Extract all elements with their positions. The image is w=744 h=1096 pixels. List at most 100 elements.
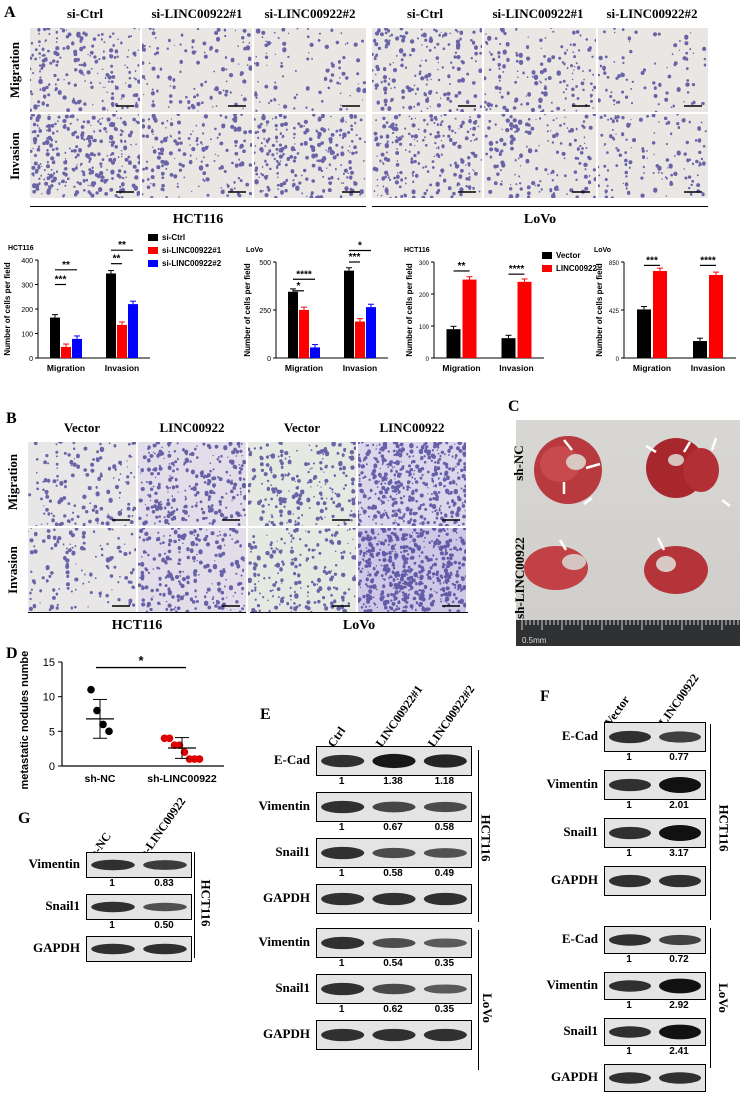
bar <box>693 341 707 358</box>
bar <box>355 321 365 358</box>
blot-strip <box>604 926 706 954</box>
micrograph-tile <box>142 114 252 198</box>
band <box>321 1028 365 1042</box>
band-intensity: 1 <box>338 776 345 787</box>
micrograph-tile <box>372 28 482 112</box>
blot-label: E-Cad <box>561 728 598 743</box>
scatter-metastatic-nodules: 0 5 10 15 metastatic nodules number sh-NC sh-L… <box>19 650 224 790</box>
band <box>321 982 365 996</box>
legend-label: si-LINC00922#1 <box>162 246 222 255</box>
band-intensity: 1 <box>338 822 345 833</box>
b-col-header: Vector <box>63 420 101 435</box>
band-intensity: 1.18 <box>434 776 455 787</box>
bar <box>653 271 667 358</box>
significance-label: ** <box>118 240 126 251</box>
cells-icon <box>142 28 252 112</box>
significance-label: *** <box>55 275 67 286</box>
micrograph-tile <box>30 114 140 198</box>
chart-title: HCT116 <box>8 245 34 252</box>
bar <box>310 347 320 358</box>
legend-label: LINC00922 <box>556 264 597 273</box>
band <box>321 892 365 906</box>
y-axis-label: Number of cells per field <box>405 263 414 356</box>
cells-icon <box>254 114 366 198</box>
y-tick-label: 300 <box>21 283 33 290</box>
band <box>91 859 135 871</box>
band-intensity: 0.77 <box>669 752 689 763</box>
blot-strip <box>316 884 472 914</box>
blot-label: Snail1 <box>275 844 310 859</box>
y-tick-label: 425 <box>609 309 620 315</box>
cells-icon <box>248 442 356 526</box>
y-tick-label: 400 <box>21 258 33 265</box>
blot-strip <box>604 818 706 848</box>
micrograph-tile <box>254 114 366 198</box>
band <box>609 874 651 888</box>
bar <box>517 281 532 358</box>
bar <box>637 309 651 358</box>
band <box>423 892 467 906</box>
panel-label-c: C <box>508 398 520 415</box>
band-intensity: 0.72 <box>669 954 689 965</box>
b-col-header: LINC00922 <box>159 420 225 435</box>
micrograph-tile <box>358 442 466 526</box>
b-col-header: Vector <box>283 420 321 435</box>
band <box>91 943 135 955</box>
legend-label: si-LINC00922#2 <box>162 259 222 268</box>
y-tick-label: 100 <box>21 332 33 339</box>
y-tick-label: 10 <box>43 692 55 704</box>
y-tick-label: 0 <box>616 357 620 363</box>
band <box>659 1072 701 1084</box>
bar <box>61 346 71 358</box>
x-tick-label: Migration <box>47 363 85 373</box>
bar <box>366 307 376 358</box>
y-tick-label: 15 <box>43 657 55 669</box>
band-intensity: 1 <box>626 1000 632 1011</box>
band <box>609 1026 651 1038</box>
significance-label: * <box>138 653 144 668</box>
blot-strip <box>316 974 472 1004</box>
cells-icon <box>358 442 466 526</box>
cells-icon <box>30 114 140 198</box>
bar <box>128 304 138 358</box>
band <box>609 826 651 840</box>
significance-label: **** <box>700 255 716 266</box>
bar <box>299 310 309 358</box>
band <box>143 860 187 870</box>
a-row-label-invasion: Invasion <box>7 132 22 180</box>
a-col-header: si-LINC00922#1 <box>151 6 243 21</box>
y-tick-label: 0 <box>49 761 55 773</box>
blot-label: Snail1 <box>45 898 80 913</box>
y-tick-label: 300 <box>419 261 430 267</box>
a-col-header: si-LINC00922#2 <box>606 6 698 21</box>
band-intensity: 1 <box>109 920 115 931</box>
legend-label: si-Ctrl <box>162 233 185 242</box>
a-row-label-migration: Migration <box>7 41 22 99</box>
a-col-header: si-Ctrl <box>406 6 444 21</box>
b-group-line-lovo <box>250 612 468 613</box>
significance-label: ** <box>62 260 70 271</box>
band <box>609 1072 651 1084</box>
legend-swatch <box>542 265 552 272</box>
band-intensity: 0.58 <box>434 822 455 833</box>
a-col-header: si-Ctrl <box>66 6 104 21</box>
y-tick-label: 200 <box>419 293 430 299</box>
bar-chart-lovo-overexpression: LoVo 0 425 850 Number of cells per field Migr… <box>594 247 736 373</box>
a-group-line-lovo <box>372 206 708 207</box>
band-intensity: 0.83 <box>154 878 174 889</box>
band <box>321 846 365 860</box>
cells-icon <box>254 28 366 112</box>
band <box>423 754 467 768</box>
band-intensity: 0.54 <box>383 958 403 969</box>
blot-strip <box>316 838 472 868</box>
cells-icon <box>28 528 136 611</box>
y-tick-label: 0 <box>426 357 430 363</box>
y-tick-label: 0 <box>267 356 271 363</box>
data-point <box>195 755 204 763</box>
band-intensity: 0.50 <box>154 920 174 931</box>
blot-label: Vimentin <box>258 934 310 949</box>
bar <box>344 270 354 358</box>
blot-label: Snail1 <box>563 1023 598 1038</box>
bar <box>288 291 298 358</box>
band-intensity: 2.01 <box>669 800 689 811</box>
